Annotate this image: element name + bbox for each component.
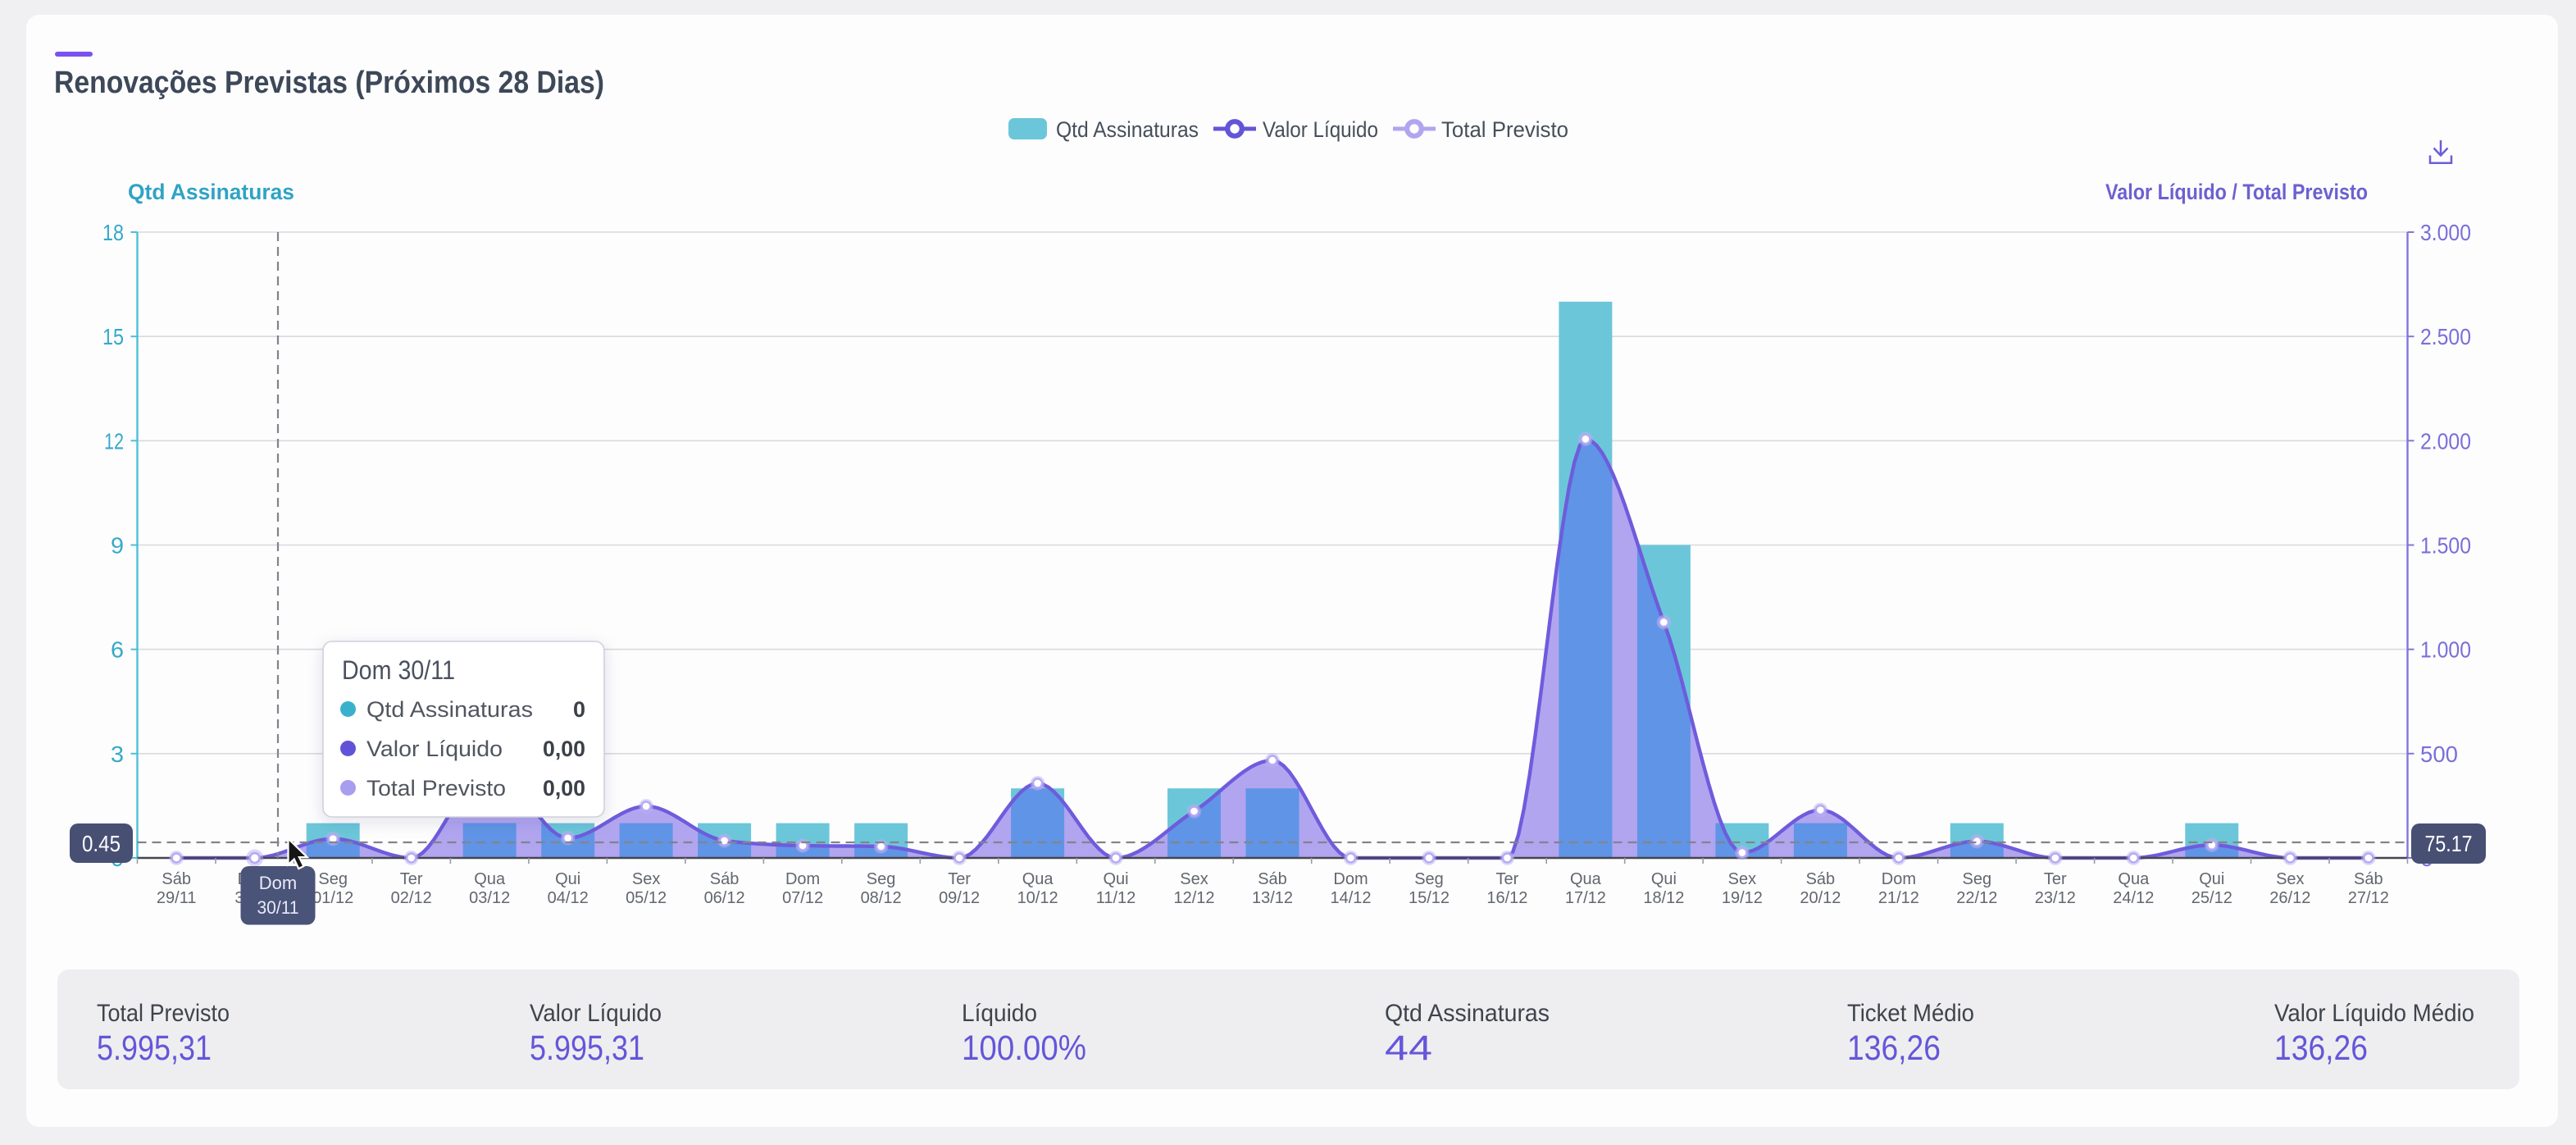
svg-text:Dom: Dom [1882,870,1916,888]
svg-text:6: 6 [111,637,124,663]
svg-text:Qua: Qua [2118,870,2150,888]
svg-text:2.500: 2.500 [2420,324,2471,349]
svg-text:5.995,31: 5.995,31 [97,1029,212,1068]
svg-text:Sex: Sex [632,870,660,888]
svg-text:Renovações Previstas (Próximos: Renovações Previstas (Próximos 28 Dias) [54,66,604,100]
svg-text:12: 12 [104,428,124,454]
svg-text:Qtd Assinaturas: Qtd Assinaturas [1056,117,1199,142]
svg-text:18/12: 18/12 [1643,889,1684,907]
svg-text:Valor Líquido / Total Previsto: Valor Líquido / Total Previsto [2105,180,2368,204]
svg-text:13/12: 13/12 [1252,889,1293,907]
svg-text:0.45: 0.45 [82,831,121,856]
svg-text:Qui: Qui [1651,870,1677,888]
svg-text:29/11: 29/11 [157,889,197,907]
svg-text:11/12: 11/12 [1096,889,1136,907]
svg-text:22/12: 22/12 [1956,889,1997,907]
svg-text:23/12: 23/12 [2035,889,2076,907]
svg-text:Dom 30/11: Dom 30/11 [342,655,455,685]
svg-text:Seg: Seg [318,870,348,888]
svg-text:Total Previsto: Total Previsto [1441,117,1568,142]
svg-text:Valor Líquido: Valor Líquido [1263,117,1378,142]
svg-text:Valor Líquido Médio: Valor Líquido Médio [2274,1000,2474,1027]
svg-text:Qtd Assinaturas: Qtd Assinaturas [128,180,294,204]
svg-text:Sáb: Sáb [710,870,740,888]
svg-text:Ter: Ter [400,870,423,888]
svg-text:26/12: 26/12 [2269,889,2310,907]
svg-text:Qua: Qua [1022,870,1054,888]
svg-text:Qui: Qui [2199,870,2224,888]
svg-text:18: 18 [102,220,124,245]
svg-text:21/12: 21/12 [1878,889,1919,907]
svg-text:0: 0 [573,697,585,722]
svg-text:20/12: 20/12 [1800,889,1841,907]
svg-text:2.000: 2.000 [2420,428,2471,454]
svg-text:3: 3 [111,741,124,767]
svg-text:07/12: 07/12 [782,889,823,907]
svg-text:Dom: Dom [259,873,297,893]
svg-text:Qtd Assinaturas: Qtd Assinaturas [366,697,533,722]
svg-text:10/12: 10/12 [1017,889,1058,907]
svg-text:Seg: Seg [1414,870,1444,888]
svg-text:30/11: 30/11 [257,897,299,918]
svg-text:44: 44 [1385,1029,1432,1068]
svg-text:Sáb: Sáb [1258,870,1287,888]
svg-text:Sex: Sex [1180,870,1208,888]
svg-text:17/12: 17/12 [1565,889,1606,907]
svg-text:Líquido: Líquido [962,1000,1037,1027]
svg-text:1.500: 1.500 [2420,533,2471,559]
svg-text:9: 9 [111,533,124,559]
svg-text:Ter: Ter [1496,870,1519,888]
svg-text:09/12: 09/12 [939,889,980,907]
svg-text:27/12: 27/12 [2348,889,2389,907]
svg-text:1.000: 1.000 [2420,637,2471,663]
svg-text:5.995,31: 5.995,31 [530,1029,644,1068]
svg-text:Sex: Sex [2276,870,2304,888]
svg-text:Seg: Seg [1963,870,1992,888]
svg-text:03/12: 03/12 [469,889,510,907]
svg-text:12/12: 12/12 [1173,889,1214,907]
svg-text:06/12: 06/12 [704,889,745,907]
svg-text:Sáb: Sáb [2354,870,2383,888]
svg-text:Sáb: Sáb [162,870,191,888]
svg-text:Qua: Qua [474,870,506,888]
svg-text:08/12: 08/12 [861,889,902,907]
svg-text:Ticket Médio: Ticket Médio [1847,1000,1974,1027]
svg-text:0,00: 0,00 [543,776,585,801]
svg-text:500: 500 [2420,741,2458,767]
svg-text:Qui: Qui [555,870,580,888]
svg-text:Total Previsto: Total Previsto [97,1000,230,1027]
svg-text:15: 15 [102,324,124,349]
svg-text:24/12: 24/12 [2113,889,2154,907]
svg-text:Qua: Qua [1570,870,1602,888]
svg-text:Dom: Dom [1333,870,1368,888]
svg-text:05/12: 05/12 [626,889,667,907]
svg-text:136,26: 136,26 [1847,1029,1941,1068]
svg-text:Ter: Ter [2044,870,2067,888]
svg-text:100.00%: 100.00% [962,1029,1086,1068]
svg-text:3.000: 3.000 [2420,220,2471,245]
svg-text:Ter: Ter [948,870,971,888]
svg-text:Sáb: Sáb [1806,870,1836,888]
svg-text:75.17: 75.17 [2425,831,2473,856]
svg-text:16/12: 16/12 [1486,889,1527,907]
svg-text:Dom: Dom [785,870,820,888]
svg-text:Valor Líquido: Valor Líquido [530,1000,662,1027]
svg-text:Qtd Assinaturas: Qtd Assinaturas [1385,1000,1550,1027]
svg-text:136,26: 136,26 [2274,1029,2368,1068]
svg-text:0,00: 0,00 [543,737,585,761]
svg-text:Total Previsto: Total Previsto [366,776,506,801]
svg-text:Sex: Sex [1728,870,1756,888]
svg-text:01/12: 01/12 [312,889,353,907]
svg-text:25/12: 25/12 [2191,889,2232,907]
svg-text:Valor Líquido: Valor Líquido [366,737,503,761]
svg-text:19/12: 19/12 [1722,889,1763,907]
svg-text:04/12: 04/12 [548,889,589,907]
svg-text:Seg: Seg [867,870,896,888]
svg-text:Qui: Qui [1103,870,1128,888]
svg-text:15/12: 15/12 [1409,889,1450,907]
svg-text:02/12: 02/12 [391,889,432,907]
svg-text:14/12: 14/12 [1330,889,1371,907]
